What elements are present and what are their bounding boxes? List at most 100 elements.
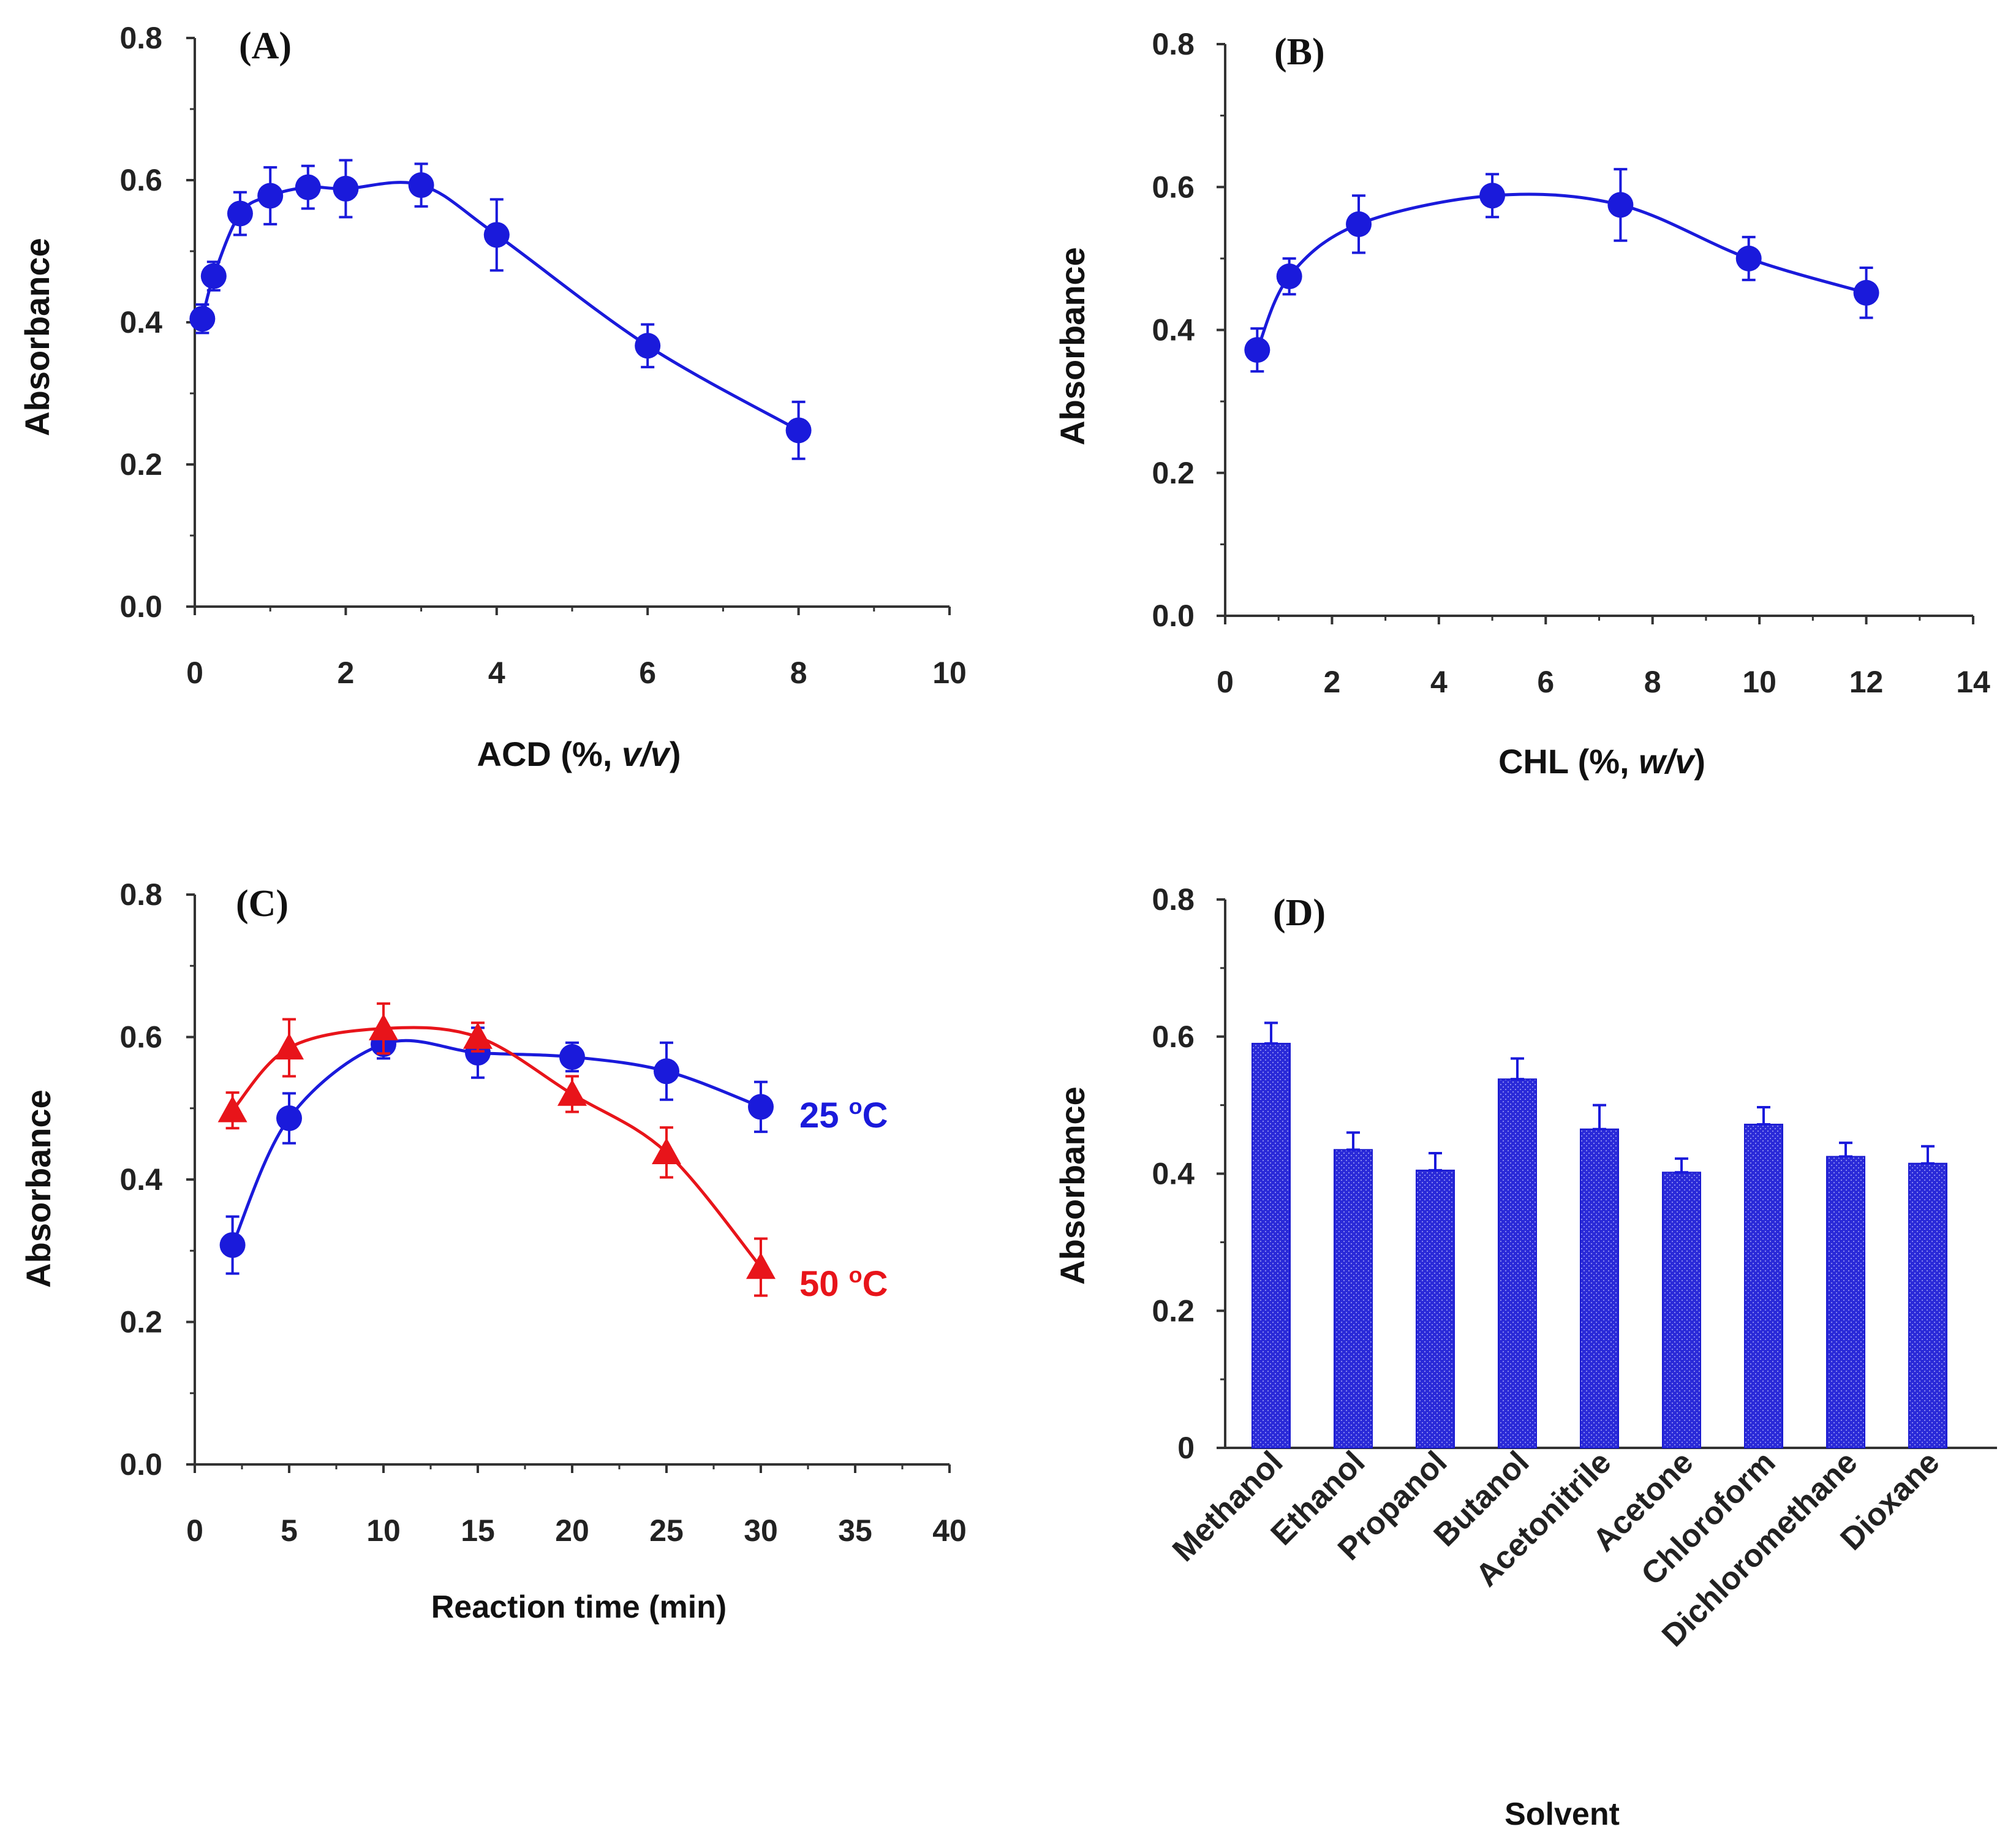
panel-c-series-1-point	[369, 1013, 398, 1040]
y-tick-label: 0.2	[119, 1305, 162, 1339]
panel-d-y-axis-ticks: 0 0.2 0.4 0.6 0.8	[1152, 882, 1225, 1465]
panel-a-series-0-line	[200, 181, 799, 432]
y-tick-label: 0.0	[119, 1447, 162, 1482]
panel-a-series-0-point	[408, 172, 434, 199]
y-tick-label: 0.0	[1152, 599, 1195, 633]
panel-b-series-0-point	[1735, 245, 1762, 271]
y-tick-label: 0.4	[119, 1162, 162, 1197]
panel-c-series-0-point	[219, 1232, 246, 1258]
panel-a-x-title-suffix: )	[670, 735, 681, 773]
x-tick-label: 12	[1849, 665, 1884, 699]
panel-b-plot	[1224, 44, 1973, 617]
series-50c-label-sup: o	[849, 1262, 863, 1287]
panel-a-x-title-italic: v/v	[622, 735, 671, 773]
panel-a-y-axis-title: Absorbance	[18, 238, 56, 436]
panel-c-label: (C)	[236, 883, 289, 925]
y-tick-label: 0.8	[1152, 882, 1195, 917]
x-tick-label: 0	[186, 1513, 203, 1548]
panel-c-series-1-point	[217, 1096, 247, 1123]
panel-c-series-1-point	[557, 1079, 587, 1106]
panel-a-series-0-point	[295, 174, 321, 200]
y-tick-label: 0.8	[1152, 27, 1195, 61]
x-tick-label: 30	[744, 1513, 778, 1548]
panel-a: 0.0 0.2 0.4 0.6 0.8 0 2 4 6 8 10 (A) Absorbance A…	[18, 21, 967, 773]
bar-chloroform	[1744, 1123, 1783, 1448]
panel-c: 0.0 0.2 0.4 0.6 0.8 0 5 10 15 20 25 30 35 40 (C) Abs…	[19, 877, 967, 1625]
panel-a-plot	[189, 38, 949, 608]
series-25c-label-end: C	[863, 1096, 888, 1135]
panel-d-x-axis-title: Solvent	[1504, 1797, 1620, 1832]
panel-c-series-1-point	[274, 1032, 304, 1060]
panel-d-plot	[1224, 899, 1997, 1449]
panel-a-x-title-prefix: ACD (%,	[477, 735, 622, 773]
x-tick-label: 10	[366, 1513, 401, 1548]
y-tick-label: 0.6	[119, 163, 162, 197]
x-tick-label: 0	[186, 656, 203, 690]
y-tick-label: 0	[1177, 1431, 1195, 1465]
panel-c-y-axis-title: Absorbance	[19, 1089, 58, 1288]
panel-c-series-1-point	[463, 1022, 493, 1049]
y-tick-label: 0.8	[119, 21, 162, 55]
panel-b-x-title-italic: w/v	[1639, 742, 1696, 781]
panel-b-x-axis-ticks: 0 2 4 6 8 10 12 14	[1217, 616, 1990, 699]
panel-d-y-axis-title: Absorbance	[1053, 1086, 1092, 1285]
x-tick-label: 4	[488, 656, 505, 690]
panel-b-x-axis-title: CHL (%, w/v)	[1498, 742, 1705, 781]
panel-a-series-0-point	[635, 333, 661, 359]
panel-a-series-0-point	[333, 175, 359, 202]
panel-c-series-1-line	[231, 1026, 762, 1268]
x-tick-label: 40	[932, 1513, 967, 1548]
panel-d-category-labels: MethanolEthanolPropanolButanolAcetonitri…	[1166, 1444, 1946, 1653]
y-tick-label: 0.0	[119, 589, 162, 624]
x-tick-label: 10	[932, 656, 967, 690]
bar-butanol	[1498, 1078, 1537, 1449]
x-tick-label: 10	[1742, 665, 1776, 699]
series-50c-label-main: 50	[799, 1264, 849, 1304]
y-tick-label: 0.2	[1152, 1293, 1195, 1328]
x-tick-label: 2	[337, 656, 354, 690]
x-tick-label: 5	[281, 1513, 298, 1548]
y-tick-label: 0.6	[119, 1020, 162, 1055]
x-tick-label: 6	[639, 656, 656, 690]
x-tick-label: 6	[1537, 665, 1554, 699]
x-tick-label: 15	[461, 1513, 495, 1548]
panel-a-series-0-point	[227, 200, 253, 227]
panel-c-series-0-line	[231, 1039, 761, 1246]
x-tick-label: 4	[1430, 665, 1448, 699]
series-25c-label-sup: o	[849, 1094, 863, 1119]
panel-a-series-0-point	[483, 222, 510, 248]
panel-a-series-0-point	[189, 306, 216, 332]
panel-b-y-axis-ticks: 0.0 0.2 0.4 0.6 0.8	[1152, 27, 1225, 633]
panel-c-x-axis-ticks: 0 5 10 15 20 25 30 35 40	[186, 1464, 967, 1548]
panel-a-series-0-point	[257, 183, 284, 209]
panel-b-series-0-point	[1479, 183, 1506, 209]
panel-c-series-1-point	[746, 1252, 776, 1279]
bar-dioxane	[1908, 1162, 1947, 1448]
panel-c-series-0-point	[276, 1105, 302, 1132]
y-tick-label: 0.2	[119, 447, 162, 482]
bar-acetone	[1662, 1172, 1701, 1448]
panel-c-series-0-point	[748, 1094, 774, 1120]
bar-acetonitrile	[1580, 1128, 1619, 1448]
panel-d: 0 0.2 0.4 0.6 0.8 MethanolEthanolPropanolBut…	[1053, 882, 1997, 1832]
x-tick-label: 0	[1217, 665, 1234, 699]
panel-a-series-0-point	[200, 263, 227, 289]
panel-a-x-axis-ticks: 0 2 4 6 8 10	[186, 607, 967, 690]
x-tick-label: 8	[1644, 665, 1661, 699]
series-25c-label-main: 25	[799, 1096, 849, 1135]
panel-b-series-0-point	[1346, 211, 1372, 237]
panel-a-series-0-point	[785, 417, 812, 444]
y-tick-label: 0.6	[1152, 170, 1195, 204]
bar-methanol	[1252, 1042, 1291, 1448]
panel-c-x-axis-title: Reaction time (min)	[431, 1589, 727, 1625]
x-tick-label: 2	[1324, 665, 1341, 699]
y-tick-label: 0.4	[1152, 313, 1195, 347]
x-tick-label: 20	[555, 1513, 589, 1548]
y-tick-label: 0.4	[1152, 1157, 1195, 1191]
panel-c-series-1-point	[652, 1137, 681, 1165]
panel-b-series-0-point	[1244, 337, 1270, 363]
panel-a-y-axis-ticks: 0.0 0.2 0.4 0.6 0.8	[119, 21, 195, 624]
panel-c-plot	[194, 895, 949, 1466]
y-tick-label: 0.8	[119, 877, 162, 912]
